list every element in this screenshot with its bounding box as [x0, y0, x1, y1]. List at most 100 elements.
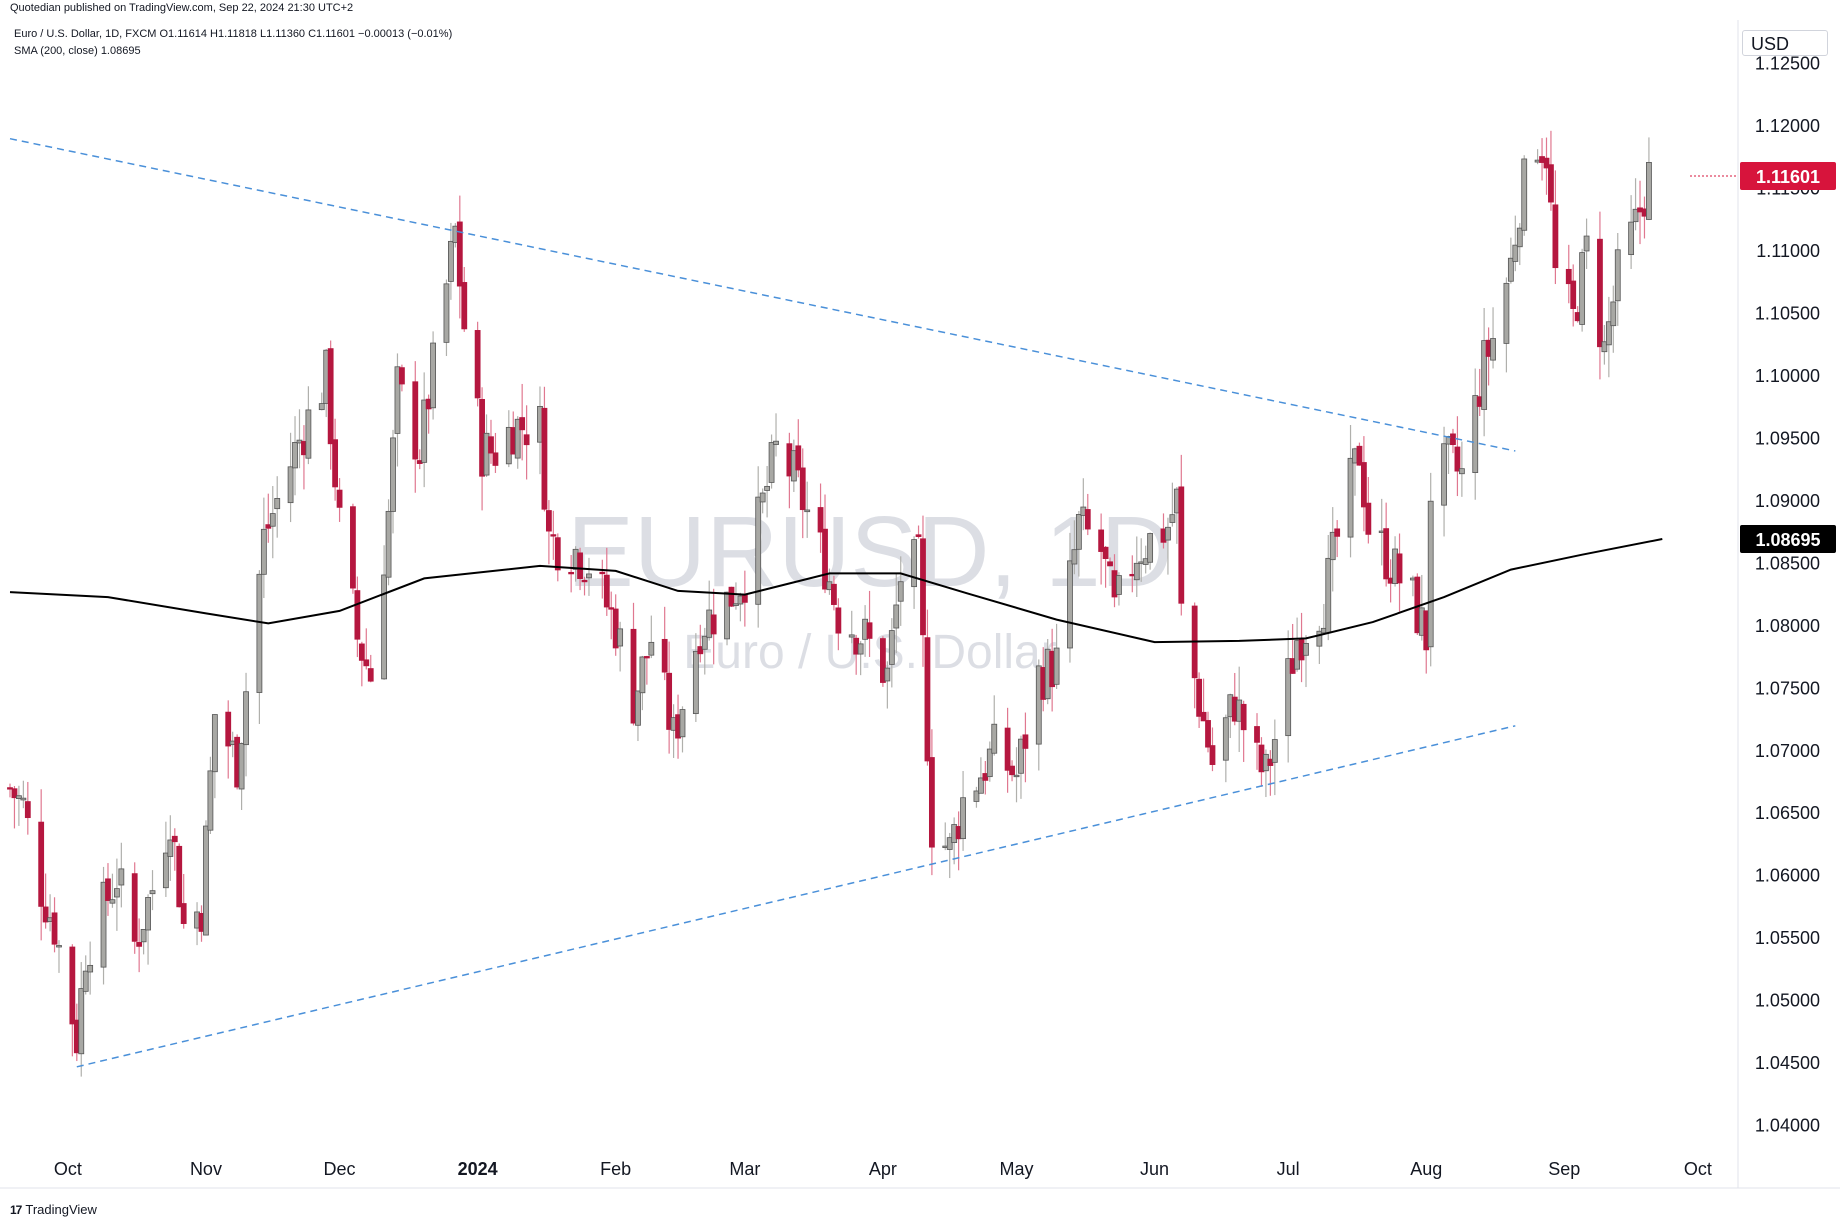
- candle-body: [581, 579, 588, 583]
- candle-body: [305, 409, 312, 459]
- candle-body: [363, 659, 370, 667]
- candle-body: [1614, 249, 1621, 302]
- candle-body: [381, 574, 388, 680]
- candle-body: [350, 506, 356, 589]
- candle-body: [817, 507, 824, 533]
- candle-body: [24, 801, 31, 819]
- candle-body: [603, 574, 610, 608]
- symbol-legend[interactable]: Euro / U.S. Dollar, 1D, FXCM O1.11614 H1…: [14, 28, 453, 40]
- candle-body: [1325, 557, 1332, 634]
- time-tick-label: 2024: [458, 1159, 498, 1179]
- candle-body: [710, 614, 717, 635]
- candle-body: [1205, 720, 1211, 748]
- price-tick-label: 1.07000: [1755, 741, 1820, 761]
- candle-body: [554, 537, 561, 571]
- candle-body: [1552, 204, 1559, 269]
- currency-selector-button[interactable]: USD: [1742, 30, 1828, 56]
- candle-body: [167, 839, 174, 857]
- candle-body: [1450, 433, 1456, 446]
- candle-body: [1365, 502, 1372, 535]
- candle-body: [269, 513, 276, 527]
- candle-body: [1107, 561, 1113, 567]
- candle-body: [225, 711, 232, 747]
- candle-body: [38, 821, 45, 907]
- candle-body: [20, 797, 27, 801]
- candle-body: [1472, 395, 1479, 473]
- candle-body: [545, 510, 552, 532]
- candle-body: [243, 691, 249, 746]
- candle-body: [733, 603, 739, 606]
- candle-body: [1285, 658, 1292, 737]
- candle-body: [327, 348, 334, 445]
- candle-body: [1222, 717, 1229, 761]
- candle-body: [924, 637, 931, 762]
- candle-body: [1084, 509, 1091, 530]
- candle-body: [448, 240, 454, 282]
- candle-body: [608, 607, 615, 610]
- candle-body: [1196, 678, 1203, 717]
- price-tick-label: 1.05000: [1755, 991, 1820, 1011]
- candle-body: [456, 221, 463, 287]
- sma-legend[interactable]: SMA (200, close) 1.08695: [14, 45, 141, 57]
- candle-body: [692, 650, 699, 715]
- time-tick-label: Sep: [1548, 1159, 1580, 1179]
- candle-body: [1035, 665, 1042, 745]
- candle-body: [421, 399, 428, 463]
- candle-body: [960, 797, 966, 840]
- candle-body: [1165, 526, 1171, 541]
- candle-body: [1329, 531, 1336, 561]
- candle-body: [118, 868, 125, 886]
- candle-body: [367, 668, 374, 682]
- support-trendline: [76, 725, 1516, 1068]
- candle-body: [1597, 238, 1603, 348]
- candle-body: [928, 757, 935, 848]
- candle-body: [946, 837, 953, 850]
- candle-body: [639, 656, 646, 694]
- candle-body: [332, 439, 339, 488]
- candle-body: [287, 466, 294, 504]
- candle-body: [661, 638, 668, 673]
- price-tick-label: 1.10000: [1755, 366, 1820, 386]
- sma-200-line: [9, 538, 1663, 644]
- candle-body: [1516, 227, 1523, 248]
- candle-body: [1360, 462, 1367, 508]
- price-tick-label: 1.12000: [1755, 116, 1820, 136]
- candle-body: [1628, 221, 1635, 256]
- time-tick-label: Aug: [1410, 1159, 1442, 1179]
- time-tick-label: Mar: [729, 1159, 760, 1179]
- published-note: Quotedian published on TradingView.com, …: [10, 2, 354, 14]
- time-axis: Oct Nov Dec 2024 Feb Mar Apr May Jun Jul Aug Sep Oct: [54, 1159, 1712, 1179]
- candle-body: [56, 945, 62, 948]
- price-tick-label: 1.08000: [1755, 616, 1820, 636]
- candle-body: [1013, 774, 1020, 778]
- candle-body: [1490, 338, 1496, 361]
- candle-body: [1347, 457, 1354, 538]
- candle-body: [911, 539, 917, 588]
- candle-body: [822, 528, 828, 590]
- tradingview-logo[interactable]: 17 TradingView: [10, 1202, 97, 1217]
- candle-body: [1067, 560, 1073, 649]
- candle-body: [977, 777, 984, 794]
- candle-body: [149, 890, 156, 895]
- candle-body: [866, 622, 873, 639]
- candle-body: [492, 452, 499, 466]
- candle-body: [519, 417, 526, 431]
- candle-body: [238, 743, 245, 790]
- candle-body: [390, 437, 396, 512]
- candle-body: [1053, 647, 1060, 685]
- candle-body: [1018, 738, 1024, 774]
- candle-body: [336, 489, 343, 508]
- candle-body: [599, 571, 606, 575]
- price-axis: 1.125001.120001.115001.110001.105001.100…: [1755, 54, 1820, 1136]
- candle-body: [256, 573, 263, 693]
- price-tick-label: 1.11000: [1756, 241, 1820, 261]
- candle-body: [986, 748, 993, 778]
- candle-body: [1240, 703, 1247, 731]
- candle-body: [523, 434, 530, 446]
- candle-body: [1116, 575, 1122, 595]
- tradingview-brand: TradingView: [25, 1202, 97, 1217]
- candle-body: [1605, 321, 1612, 346]
- candle-body: [991, 723, 998, 754]
- candle-body: [260, 528, 267, 575]
